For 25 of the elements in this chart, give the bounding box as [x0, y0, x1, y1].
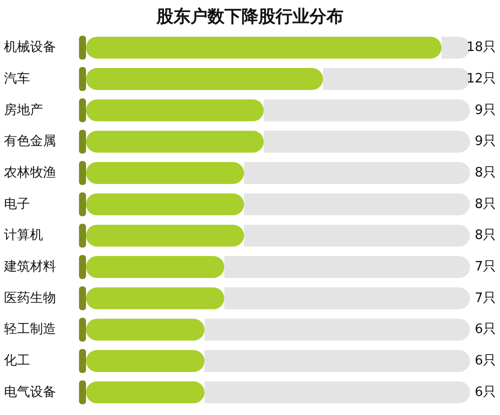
y-tick-label: 轻工制造	[4, 322, 56, 338]
data-label: 6只	[474, 322, 496, 338]
data-label: 8只	[474, 196, 496, 212]
data-label: 12只	[466, 72, 496, 86]
y-tick-label: 有色金属	[4, 134, 56, 150]
chart-title: 股东户数下降股行业分布	[156, 7, 344, 27]
y-tick-label: 汽车	[4, 72, 30, 86]
data-label: 18只	[466, 40, 496, 56]
y-tick-label: 建筑材料	[3, 260, 56, 274]
data-label: 9只	[474, 102, 496, 118]
data-label: 9只	[474, 134, 496, 150]
y-tick-label: 化工	[4, 354, 30, 368]
data-label: 6只	[474, 384, 496, 400]
y-tick-label: 电子	[4, 196, 30, 212]
data-label: 7只	[474, 290, 496, 306]
y-tick-label: 农林牧渔	[4, 166, 56, 180]
data-label: 6只	[474, 354, 496, 368]
data-label: 8只	[474, 166, 496, 180]
data-label: 8只	[474, 228, 496, 244]
y-tick-label: 机械设备	[4, 40, 56, 56]
y-tick-label: 医药生物	[4, 290, 56, 306]
y-tick-label: 房地产	[4, 102, 43, 118]
y-tick-label: 计算机	[4, 228, 43, 244]
y-tick-label: 电气设备	[4, 384, 56, 400]
data-label: 7只	[474, 260, 496, 274]
